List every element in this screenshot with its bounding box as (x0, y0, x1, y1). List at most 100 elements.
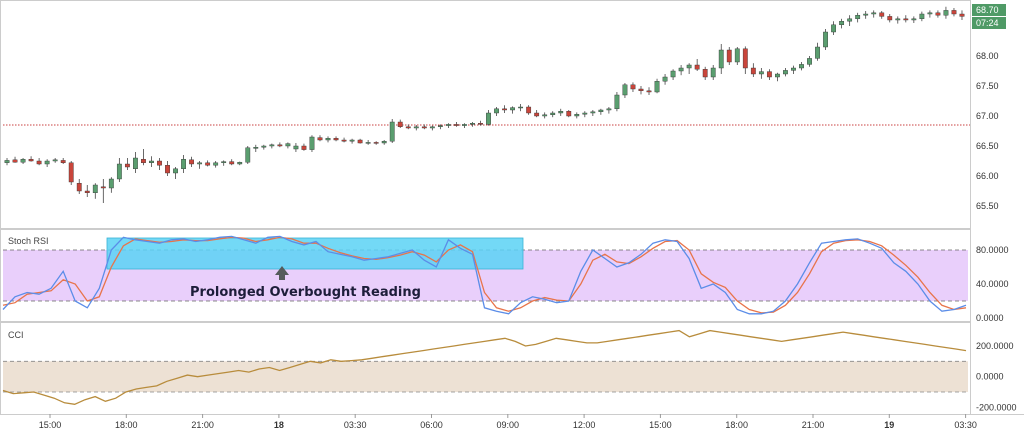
time-tick-label: 06:00 (420, 420, 443, 430)
candle-body (389, 121, 395, 142)
candle-body (333, 137, 339, 141)
candle (791, 65, 796, 74)
candle-body (791, 67, 796, 71)
candle-body (213, 162, 219, 166)
candle (237, 161, 243, 166)
candle (357, 138, 363, 144)
candle (678, 65, 684, 76)
candle (598, 108, 604, 115)
candle (133, 152, 138, 173)
time-tick-label: 15:00 (39, 420, 62, 430)
candle (141, 149, 146, 166)
candle-body (758, 71, 764, 75)
candle (470, 122, 475, 127)
price-tick-label: 66.50 (976, 141, 999, 151)
time-badge (972, 17, 1006, 29)
candle (847, 15, 853, 26)
candle (766, 69, 772, 80)
candle-body (710, 67, 716, 78)
candle-body (831, 24, 836, 33)
candle-body (309, 136, 315, 150)
candle-body (534, 112, 540, 117)
candle (542, 112, 548, 119)
candle (750, 63, 756, 77)
candle-body (815, 46, 820, 59)
candle-body (478, 122, 483, 125)
price-tick-label: 67.50 (976, 81, 999, 91)
candle-body (887, 16, 893, 21)
candle (197, 161, 203, 169)
candle-body (133, 157, 138, 170)
candle (550, 111, 556, 118)
candle-body (847, 18, 853, 22)
candle (36, 158, 42, 166)
candle (855, 12, 861, 23)
candle-body (462, 124, 467, 126)
cci-line-path (2, 329, 967, 405)
candle-body (694, 64, 700, 70)
candle-body (36, 160, 42, 165)
candle (510, 106, 515, 114)
candle-body (76, 182, 82, 192)
cci-tick-label: 200.0000 (976, 341, 1014, 351)
time-tick-label: 19 (884, 420, 894, 430)
candle-body (863, 13, 869, 16)
candle-body (429, 126, 435, 129)
candle-body (373, 142, 379, 144)
price-tick-label: 67.00 (976, 111, 999, 121)
annotation-arrow (275, 266, 289, 280)
candle-body (718, 49, 724, 69)
candle-body (670, 70, 676, 78)
price-candles (3, 6, 970, 203)
candle (518, 104, 524, 112)
candle-body (437, 125, 443, 127)
candle (702, 66, 708, 80)
candle (670, 69, 676, 80)
candle-body (742, 48, 748, 69)
candle (92, 183, 98, 199)
candle-body (454, 124, 459, 126)
candle (149, 156, 154, 167)
candle (413, 125, 419, 131)
stoch-tick-label: 0.0000 (976, 313, 1004, 323)
candle (12, 156, 18, 163)
candle-body (413, 126, 419, 129)
candle-body (141, 158, 146, 163)
candle (935, 10, 941, 18)
candle (325, 136, 331, 143)
candle (349, 138, 355, 144)
candle (405, 124, 411, 130)
candle (919, 11, 925, 22)
candle (157, 158, 162, 170)
candle (903, 15, 909, 23)
candle-body (510, 107, 515, 111)
stoch-band (3, 237, 968, 302)
candle-body (726, 49, 732, 63)
candle-body (574, 113, 580, 117)
candle-body (646, 90, 652, 93)
candle (815, 42, 820, 61)
time-tick-label: 09:00 (497, 420, 520, 430)
candle (165, 161, 170, 176)
candle-body (959, 13, 965, 17)
candle-body (173, 168, 178, 174)
candle (486, 110, 491, 126)
stoch-title: Stoch RSI (8, 236, 49, 246)
candle (245, 146, 251, 164)
time-tick-label: 12:00 (573, 420, 596, 430)
time-tick-label: 18:00 (115, 420, 138, 430)
candle (261, 144, 267, 150)
candle (799, 62, 804, 71)
candle-body (269, 144, 275, 147)
candle-body (935, 12, 941, 16)
candle-body (678, 67, 684, 72)
candle (124, 158, 130, 170)
candle-body (124, 163, 130, 168)
candle-body (470, 122, 475, 125)
candle (445, 123, 451, 128)
candle (831, 21, 836, 35)
candle (269, 143, 275, 149)
candle (526, 105, 532, 115)
candle (742, 46, 748, 74)
